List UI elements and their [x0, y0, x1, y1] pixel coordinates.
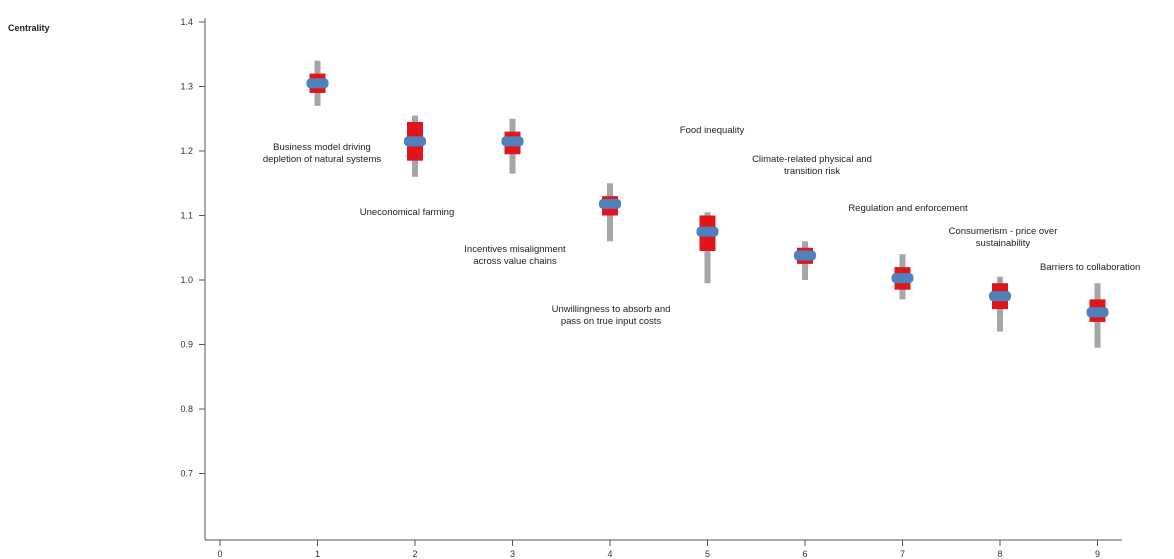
data-point	[891, 273, 914, 284]
annotation-label: Business model driving	[273, 142, 371, 153]
y-tick-label: 1.1	[180, 211, 193, 221]
x-tick-label: 5	[705, 549, 710, 559]
annotation-label: Incentives misalignment	[464, 244, 566, 255]
annotation-label: Uneconomical farming	[360, 207, 455, 218]
x-tick-label: 0	[217, 549, 222, 559]
data-point	[696, 226, 719, 237]
y-tick-label: 0.7	[180, 469, 193, 479]
y-tick-label: 1.0	[180, 275, 193, 285]
y-tick-label: 1.4	[180, 17, 193, 27]
x-tick-label: 6	[802, 549, 807, 559]
data-point	[1086, 307, 1109, 318]
data-point	[501, 136, 524, 147]
x-tick-label: 7	[900, 549, 905, 559]
annotation-label: depletion of natural systems	[263, 154, 382, 165]
y-tick-label: 0.8	[180, 404, 193, 414]
annotation-label: transition risk	[784, 166, 840, 177]
y-tick-label: 1.3	[180, 82, 193, 92]
x-tick-label: 2	[412, 549, 417, 559]
data-point	[989, 291, 1011, 302]
x-tick-label: 8	[997, 549, 1002, 559]
annotation-label: Regulation and enforcement	[848, 203, 968, 214]
data-point	[306, 78, 329, 89]
data-point	[404, 136, 426, 147]
annotation-label: Unwillingness to absorb and	[552, 304, 671, 315]
annotation-label: Climate-related physical and	[752, 154, 872, 165]
annotation-label: Consumerism - price over	[949, 226, 1058, 237]
x-tick-label: 4	[607, 549, 612, 559]
x-tick-label: 3	[510, 549, 515, 559]
y-tick-label: 0.9	[180, 340, 193, 350]
annotation-label: Barriers to collaboration	[1040, 262, 1140, 273]
y-axis-label: Centrality	[8, 23, 50, 33]
x-tick-label: 1	[315, 549, 320, 559]
x-tick-label: 9	[1095, 549, 1100, 559]
annotation-label: across value chains	[473, 256, 557, 267]
data-point	[599, 198, 621, 209]
y-tick-label: 1.2	[180, 146, 193, 156]
annotation-label: pass on true input costs	[561, 316, 662, 327]
data-point	[794, 250, 816, 261]
annotation-label: Food inequality	[680, 125, 745, 136]
annotation-label: sustainability	[976, 238, 1031, 249]
